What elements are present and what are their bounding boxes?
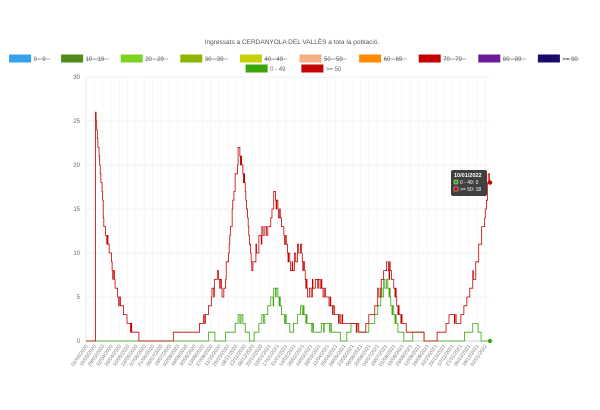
legend-item[interactable]: 0 - 49 bbox=[245, 64, 286, 73]
y-tick-label: 25 bbox=[73, 119, 80, 125]
tooltip-swatch bbox=[453, 186, 459, 192]
legend-item[interactable]: 50 - 59 bbox=[299, 54, 348, 63]
y-tick-label: 15 bbox=[73, 207, 80, 213]
legend-swatch bbox=[180, 54, 203, 63]
legend-label: 0 - 49 bbox=[270, 67, 286, 73]
legend-item[interactable]: 10 - 19 bbox=[61, 54, 109, 63]
legend-label: 70 - 79 bbox=[443, 57, 462, 63]
legend-item[interactable]: 40 - 49 bbox=[239, 54, 288, 63]
legend-item[interactable]: 0 - 9 bbox=[9, 54, 51, 63]
legend-label: 10 - 19 bbox=[86, 57, 105, 63]
y-tick-label: 10 bbox=[73, 251, 80, 257]
x-axis: 01/03/202015/03/202029/03/202012/04/2020… bbox=[70, 344, 489, 368]
y-tick-label: 0 bbox=[77, 339, 81, 345]
legend-swatch bbox=[478, 54, 501, 63]
legend-item[interactable]: 80 - 89 bbox=[478, 54, 526, 63]
legend-item[interactable]: >= 50 bbox=[301, 64, 342, 73]
y-tick-label: 20 bbox=[73, 163, 80, 169]
legend-label: 30 - 39 bbox=[205, 57, 224, 63]
legend-swatch bbox=[537, 54, 560, 63]
legend-label: 50 - 59 bbox=[324, 57, 343, 63]
legend-swatch bbox=[418, 54, 441, 63]
y-tick-label: 30 bbox=[73, 75, 80, 81]
chart-grid bbox=[85, 76, 490, 342]
legend-item[interactable]: >= 90 bbox=[537, 54, 579, 63]
legend-swatch bbox=[61, 54, 84, 63]
chart-legend[interactable]: 0 - 9 10 - 19 20 - 29 30 - 39 40 - 49 50 - 59… bbox=[9, 54, 579, 73]
series-line bbox=[86, 279, 490, 342]
tooltip-line: >= 50: 18 bbox=[460, 187, 481, 193]
y-tick-label: 5 bbox=[77, 295, 81, 301]
legend-label: 40 - 49 bbox=[264, 57, 283, 63]
legend-item[interactable]: 70 - 79 bbox=[418, 54, 467, 63]
series-point[interactable] bbox=[487, 180, 493, 185]
chart-title: Ingressats a CERDANYOLA DEL VALLÈS a tot… bbox=[205, 37, 380, 46]
legend-label: 20 - 29 bbox=[145, 57, 164, 63]
legend-label: >= 50 bbox=[326, 67, 342, 73]
legend-swatch bbox=[301, 64, 324, 73]
series-line bbox=[86, 111, 490, 342]
tooltip-title: 10/01/2022 bbox=[454, 173, 482, 179]
legend-swatch bbox=[359, 54, 382, 63]
tooltip-box bbox=[451, 170, 487, 196]
y-axis: 0 5 10 15 20 25 30 bbox=[73, 75, 80, 345]
legend-item[interactable]: 20 - 29 bbox=[120, 54, 169, 63]
legend-swatch bbox=[9, 54, 32, 63]
legend-swatch bbox=[299, 54, 322, 63]
legend-label: >= 90 bbox=[562, 57, 578, 63]
legend-label: 0 - 9 bbox=[34, 57, 47, 63]
legend-swatch bbox=[120, 54, 143, 63]
chart-series bbox=[86, 111, 493, 344]
series-point[interactable] bbox=[487, 338, 493, 344]
legend-label: 80 - 89 bbox=[503, 57, 522, 63]
legend-item[interactable]: 60 - 69 bbox=[359, 54, 407, 63]
tooltip-line: 0 - 49: 0 bbox=[460, 180, 479, 186]
legend-swatch bbox=[239, 54, 262, 63]
tooltip-swatch bbox=[453, 179, 459, 185]
legend-label: 60 - 69 bbox=[384, 57, 403, 63]
legend-swatch bbox=[245, 64, 268, 73]
legend-item[interactable]: 30 - 39 bbox=[180, 54, 228, 63]
